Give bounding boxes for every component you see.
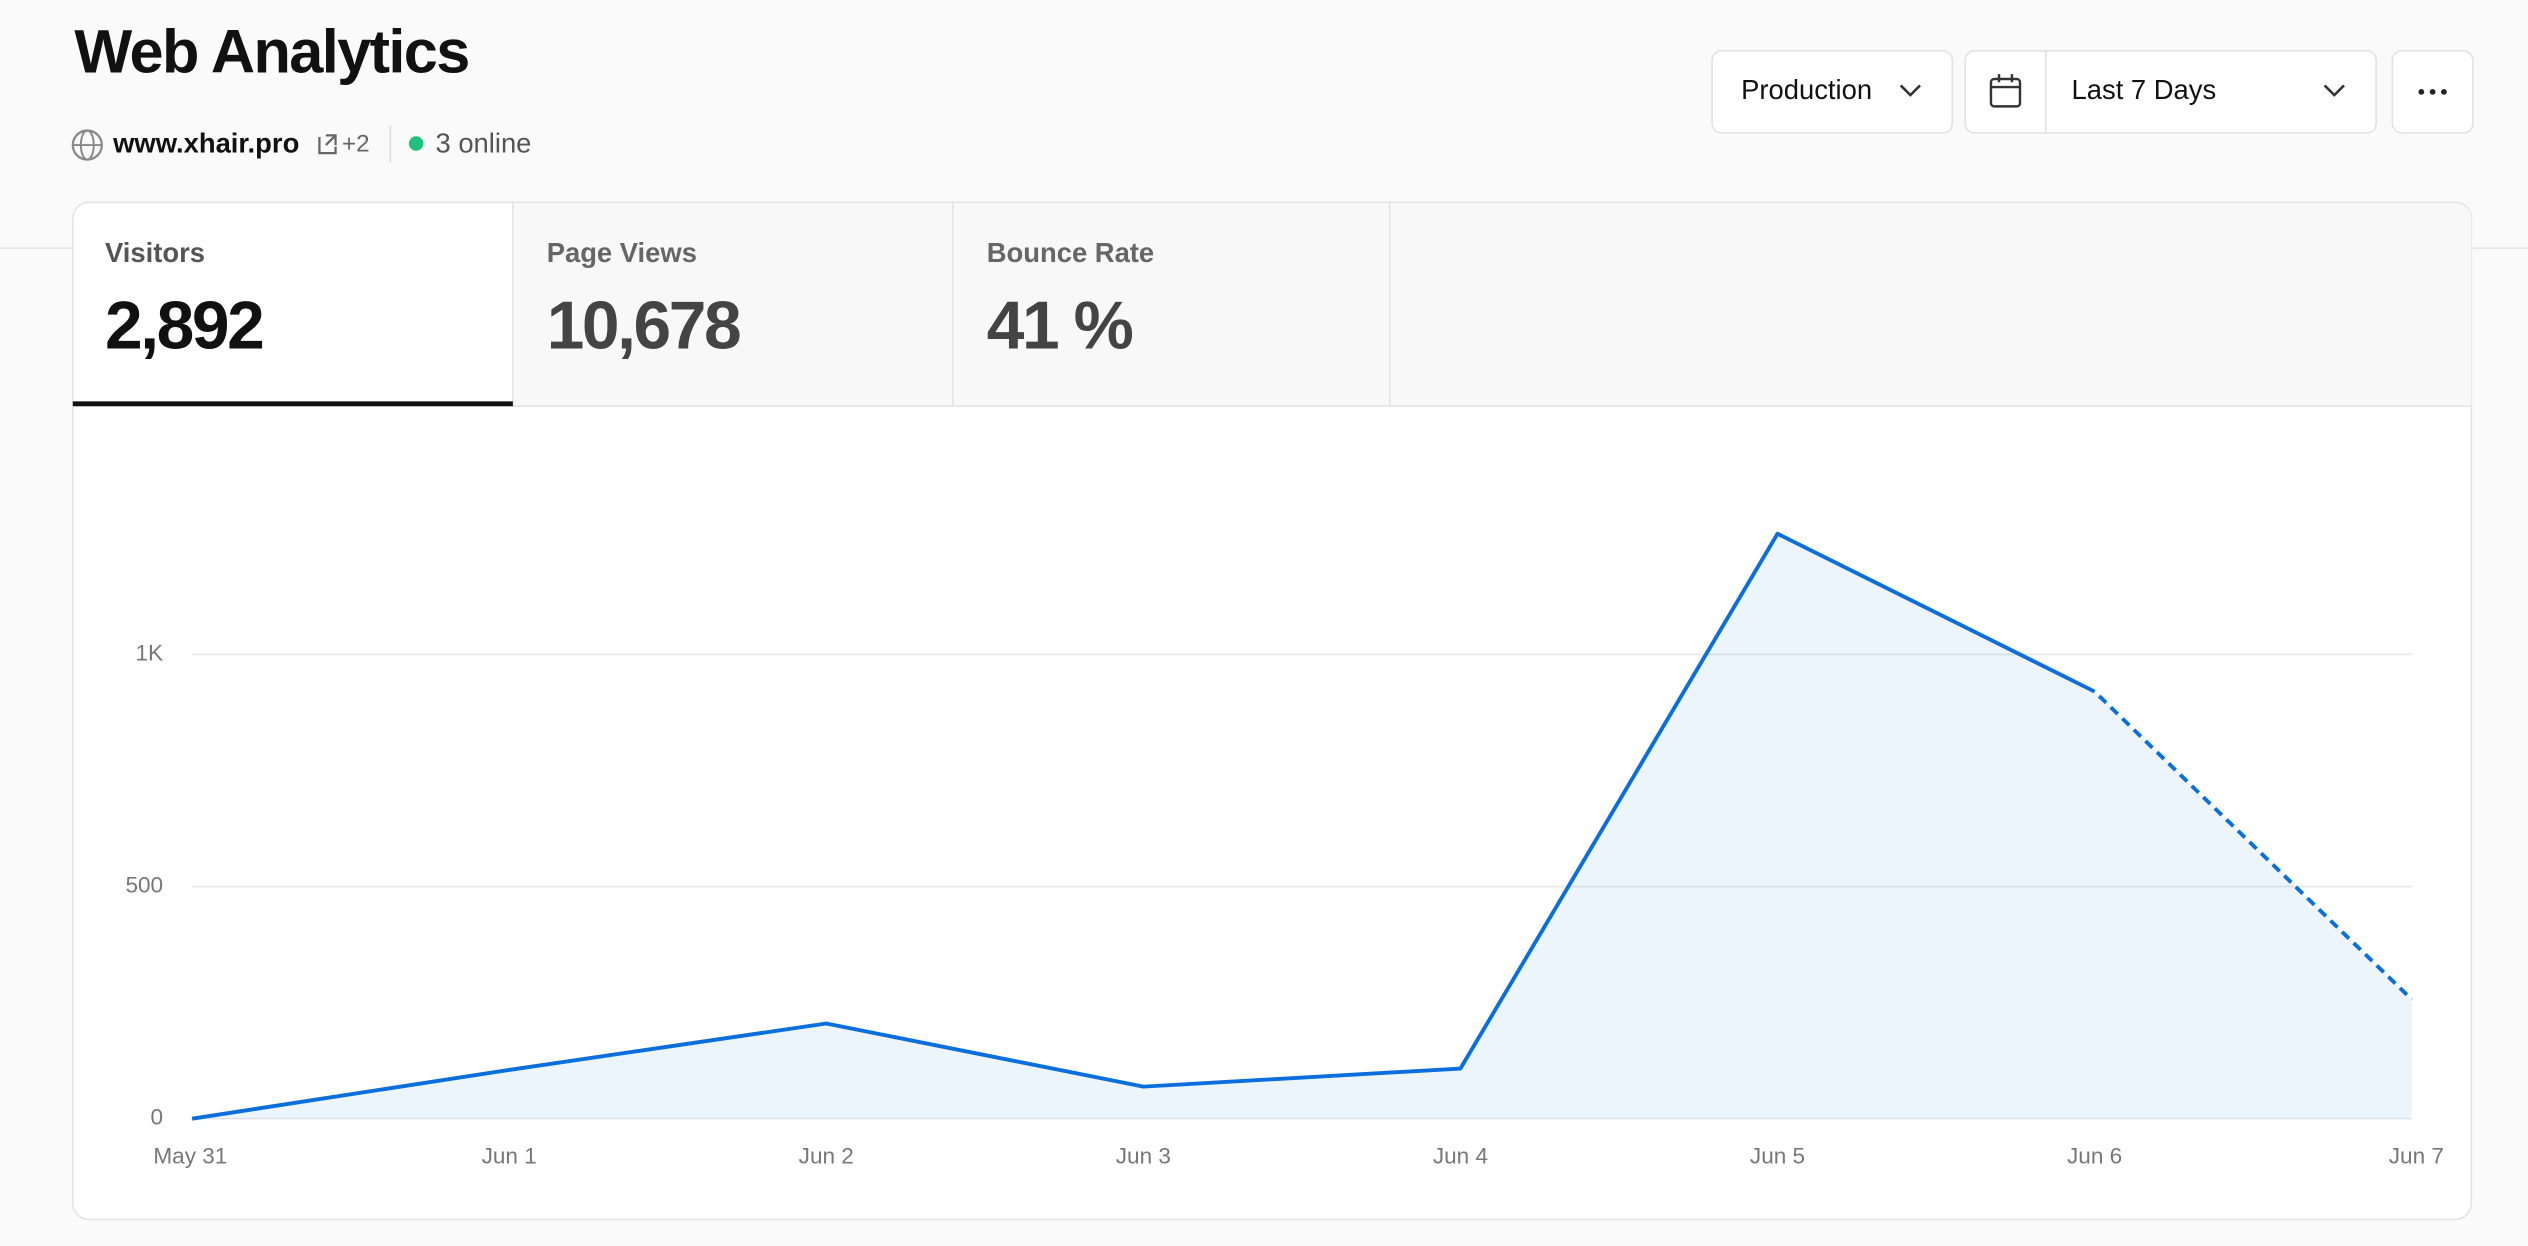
y-tick-label: 500 (125, 872, 163, 897)
site-row: www.xhair.pro +2 3 online (71, 125, 531, 163)
line (191, 531, 2414, 1121)
date-range-select[interactable] (1964, 49, 2378, 134)
page-title: Web Analytics (74, 18, 468, 86)
x-tick-label: Jun 4 (1433, 1143, 1488, 1168)
x-tick-label: Jun 1 (482, 1143, 537, 1168)
y-tick-label: 1K (135, 640, 163, 665)
y-tick-label: 0 (151, 1105, 164, 1130)
environment-label[interactable]: Production (1741, 74, 1872, 105)
chevron-icon[interactable] (1899, 84, 1921, 97)
extra-sites[interactable]: +2 (342, 130, 370, 157)
calendar-icon[interactable] (1989, 77, 2022, 108)
tabs-background (512, 203, 2472, 407)
controls: Production Last 7 Days (1711, 49, 2474, 134)
metric-value[interactable]: 2,892 (105, 288, 265, 363)
x-tick-label: May 31 (153, 1143, 227, 1168)
chevron-icon[interactable] (2323, 84, 2345, 97)
x-tick-label: Jun 7 (2389, 1143, 2444, 1168)
calendar-icon[interactable] (1990, 74, 2020, 89)
x-tick-label: Jun 5 (1750, 1143, 1805, 1168)
metric-label[interactable]: Page Views (547, 237, 697, 268)
site-link[interactable]: www.xhair.pro (112, 127, 299, 158)
card-frame (71, 201, 2473, 1221)
external-icon[interactable] (318, 134, 337, 155)
date-range-label[interactable]: Last 7 Days (2072, 74, 2217, 105)
x-tick-label: Jun 6 (2067, 1143, 2122, 1168)
area (192, 533, 2412, 1119)
online-count: 3 online (435, 127, 531, 158)
tab-indicator (72, 401, 513, 407)
chart: 0 500 1K May 31 Jun 1 Jun 2 Jun 3 Jun 4 Jun 5 Jun… (125, 531, 2444, 1168)
environment-select[interactable] (1711, 49, 1954, 134)
metric-label[interactable]: Visitors (105, 237, 205, 268)
x-tick-label: Jun 2 (799, 1143, 854, 1168)
more-icon[interactable] (2418, 88, 2447, 95)
card: Visitors 2,892 Page Views 10,678 Bounce … (71, 201, 2473, 1221)
x-tick-label: Jun 3 (1116, 1143, 1171, 1168)
metric-value[interactable]: 41 % (987, 288, 1135, 363)
online-dot (408, 136, 424, 151)
metric-value[interactable]: 10,678 (547, 288, 743, 363)
metric-label[interactable]: Bounce Rate (987, 237, 1154, 268)
